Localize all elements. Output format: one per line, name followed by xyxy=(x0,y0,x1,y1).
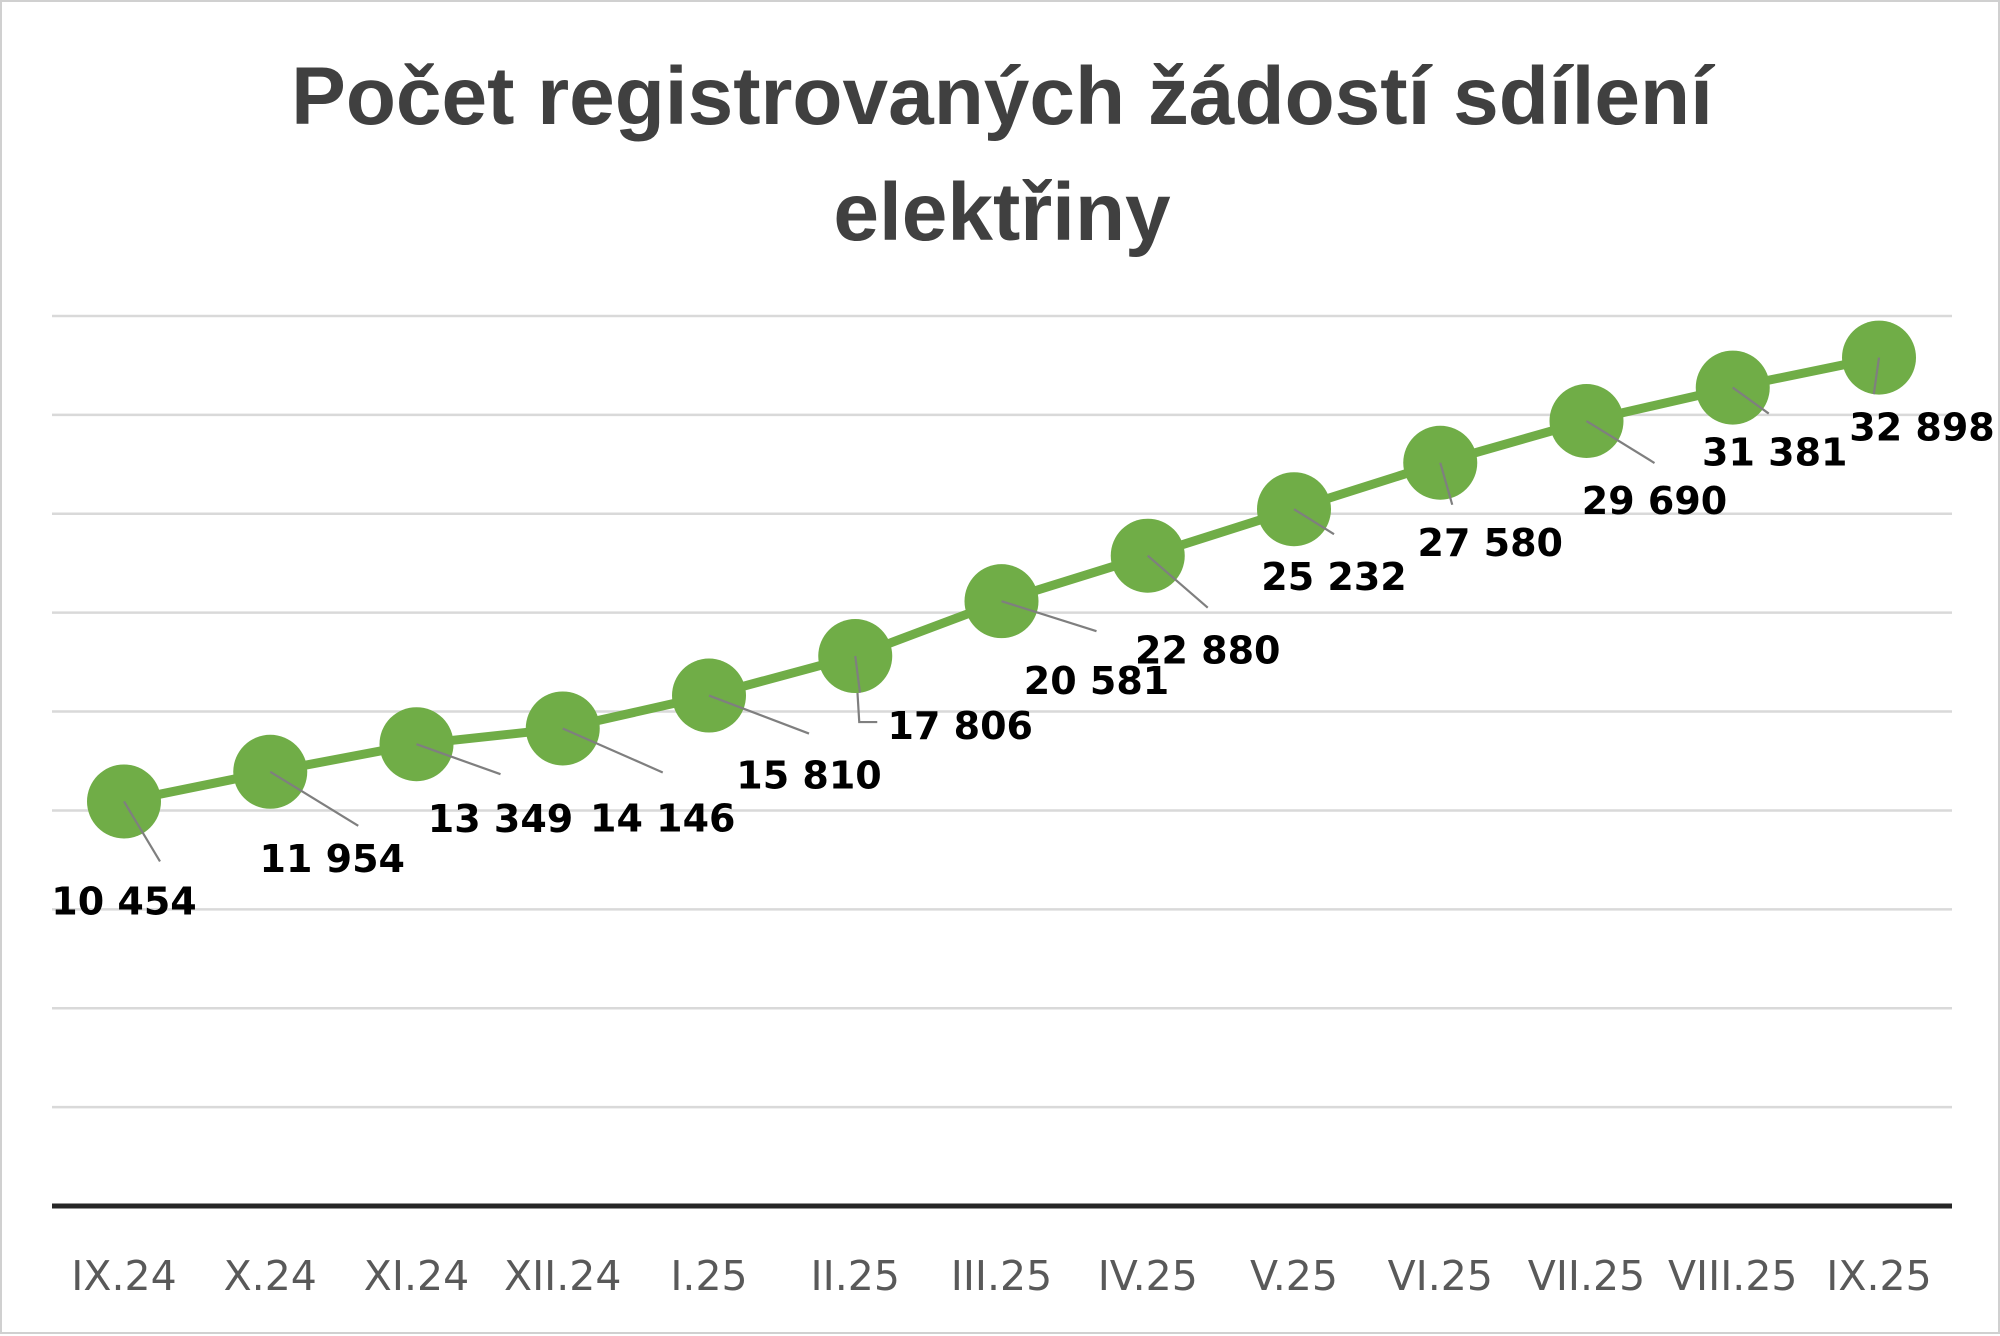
leader-overlay-6 xyxy=(1001,600,1038,614)
data-label-11: 31 381 xyxy=(1702,431,1847,475)
x-tick-label-2: XI.24 xyxy=(364,1252,469,1300)
x-tick-label-4: I.25 xyxy=(670,1252,747,1300)
leader-overlay-3 xyxy=(562,727,598,745)
data-markers xyxy=(87,320,1916,839)
leader-overlay-4 xyxy=(708,694,744,710)
x-tick-label-8: V.25 xyxy=(1250,1252,1338,1300)
data-label-7: 22 880 xyxy=(1135,629,1280,673)
leader-overlay-2 xyxy=(416,743,452,758)
data-label-8: 25 232 xyxy=(1261,555,1406,599)
leader-overlay-0 xyxy=(123,800,144,834)
x-tick-label-0: IX.24 xyxy=(71,1252,176,1300)
data-label-2: 13 349 xyxy=(428,797,573,841)
x-tick-label-9: VI.25 xyxy=(1388,1252,1493,1300)
leader-overlay-7 xyxy=(1147,554,1177,581)
x-tick-label-12: IX.25 xyxy=(1826,1252,1931,1300)
leader-overlay-8 xyxy=(1293,508,1326,530)
leader-overlay-9 xyxy=(1439,462,1452,499)
leader-overlay-12 xyxy=(1872,357,1881,395)
x-tick-label-11: VIII.25 xyxy=(1668,1252,1798,1300)
data-label-5: 17 806 xyxy=(888,704,1033,748)
data-label-3: 14 146 xyxy=(590,796,735,840)
chart-title-line-1: Počet registrovaných žádostí sdílení xyxy=(291,51,1715,142)
data-label-10: 29 690 xyxy=(1582,479,1727,523)
chart-title-line-2: elektřiny xyxy=(833,167,1171,258)
x-tick-label-6: III.25 xyxy=(951,1252,1052,1300)
leader-overlay-10 xyxy=(1585,420,1619,442)
data-label-4: 15 810 xyxy=(736,754,881,798)
x-tick-label-7: IV.25 xyxy=(1098,1252,1198,1300)
leader-overlay-1 xyxy=(269,770,303,793)
data-label-12: 32 898 xyxy=(1849,406,1994,450)
x-tick-label-10: VII.25 xyxy=(1528,1252,1645,1300)
x-tick-label-5: II.25 xyxy=(811,1252,900,1300)
x-tick-label-3: XII.24 xyxy=(504,1252,621,1300)
data-label-0: 10 454 xyxy=(51,879,196,923)
x-tick-label-1: X.24 xyxy=(224,1252,317,1300)
data-label-1: 11 954 xyxy=(260,837,405,881)
data-label-6: 20 581 xyxy=(1024,659,1169,703)
data-label-9: 27 580 xyxy=(1418,521,1563,565)
x-axis-tick-labels: IX.24 X.24 XI.24 XII.24 I.25 II.25 III.25 IV.25… xyxy=(71,1252,1931,1300)
leader-overlay-11 xyxy=(1732,386,1764,411)
leader-overlay-5 xyxy=(854,655,862,693)
